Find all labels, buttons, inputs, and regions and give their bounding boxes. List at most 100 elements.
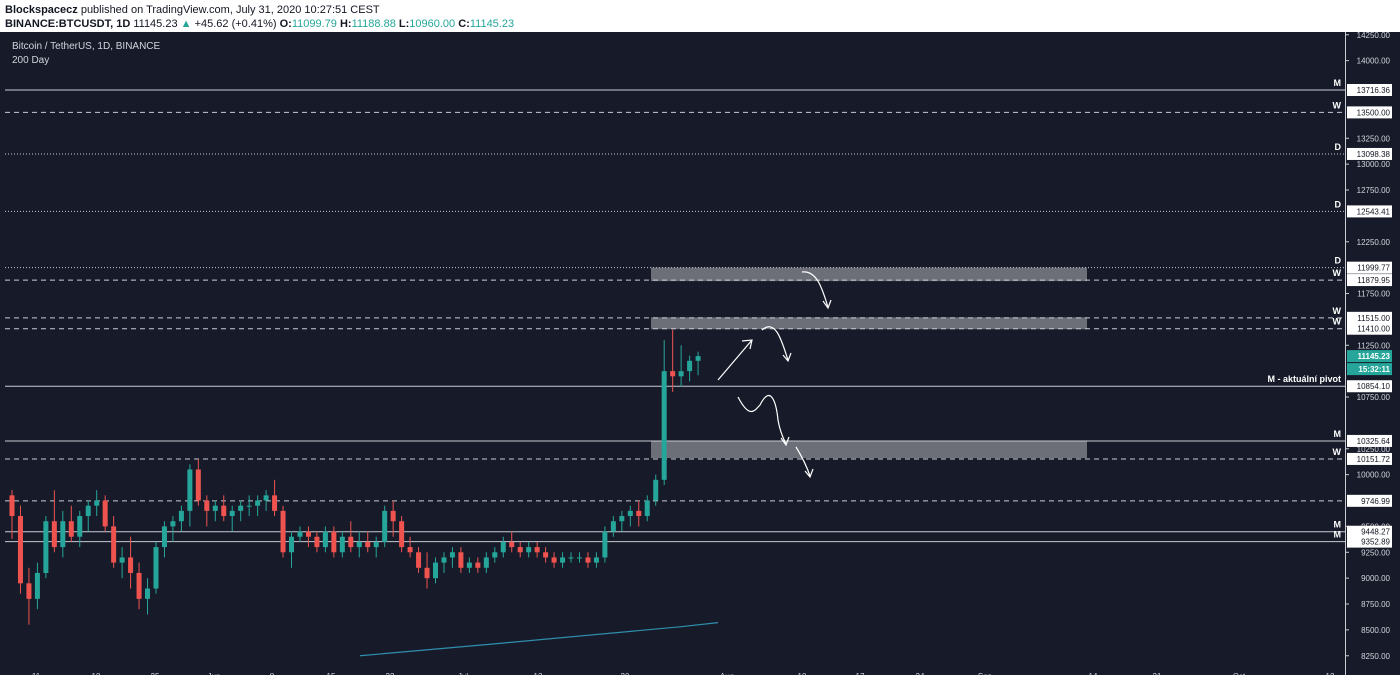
level-type-label: W — [1333, 100, 1342, 110]
candle-body — [145, 588, 151, 599]
candle-body — [653, 479, 659, 501]
zone-rectangle[interactable] — [651, 440, 1087, 459]
level-price-tag — [1347, 380, 1392, 393]
candle-body — [568, 557, 574, 559]
x-tick-label: 24 — [916, 672, 925, 675]
x-tick-label: Jun — [208, 672, 221, 675]
candle-body — [602, 531, 608, 558]
candle-body — [94, 500, 100, 506]
y-tick-label: 14250.00 — [1357, 31, 1391, 40]
y-tick-label: 8250.00 — [1361, 652, 1390, 661]
candle-body — [85, 505, 91, 517]
level-price-tag — [1347, 274, 1392, 287]
candle-body — [441, 557, 447, 563]
indicator-legend[interactable]: 200 Day — [12, 55, 50, 66]
countdown-label: 15:32:11 — [1358, 365, 1390, 374]
y-tick-label: 13250.00 — [1357, 134, 1391, 143]
candle-body — [551, 557, 557, 563]
candle-body — [17, 516, 23, 584]
arrowhead-icon — [822, 299, 832, 310]
x-tick-label: 21 — [1153, 672, 1162, 675]
candle-body — [238, 505, 244, 511]
level-price-label: 13098.38 — [1357, 150, 1391, 159]
zone-rectangle[interactable] — [651, 317, 1087, 330]
candle-body — [365, 541, 371, 548]
level-price-tag — [1347, 434, 1392, 447]
x-tick-label: 11 — [32, 672, 41, 675]
drawn-arrows — [717, 271, 832, 479]
x-tick-label: Oct — [1233, 672, 1246, 675]
y-tick-label: 10000.00 — [1357, 471, 1391, 480]
candle-body — [475, 562, 481, 568]
candle-body — [492, 552, 498, 558]
level-price-tag — [1347, 494, 1392, 507]
candle-body — [9, 495, 15, 517]
candle-body — [195, 469, 201, 501]
publish-info: Blockspacecz published on TradingView.co… — [5, 4, 380, 16]
high-label: H: — [336, 18, 352, 30]
candle-body — [585, 557, 591, 563]
up-arrow-icon: ▲ — [180, 18, 192, 30]
symbol-legend: Bitcoin / TetherUS, 1D, BINANCE — [12, 41, 161, 52]
y-tick-label: 12750.00 — [1357, 186, 1391, 195]
last-price-label: 11145.23 — [1358, 352, 1391, 361]
low-label: L: — [395, 18, 410, 30]
x-tick-label: 25 — [151, 672, 160, 675]
author-name[interactable]: Blockspacecz — [5, 4, 78, 16]
arrowhead-icon — [780, 436, 790, 447]
candle-body — [416, 552, 422, 568]
candle-body — [373, 541, 379, 548]
level-price-label: 10325.64 — [1357, 437, 1391, 446]
arrowhead-icon — [804, 468, 814, 479]
candle-body — [695, 356, 701, 361]
candle-body — [246, 505, 252, 507]
candle-body — [102, 500, 108, 527]
candle-body — [593, 557, 599, 563]
y-tick-label: 14000.00 — [1357, 57, 1391, 66]
close-label: C: — [455, 18, 470, 30]
level-price-tag — [1347, 525, 1392, 538]
candle-body — [119, 557, 125, 563]
level-price-tag — [1347, 147, 1392, 160]
y-tick-label: 10750.00 — [1357, 393, 1391, 402]
candle-body — [34, 572, 40, 599]
candle-body — [356, 541, 362, 548]
candle-body — [170, 521, 176, 527]
candle-body — [314, 536, 320, 548]
level-type-label: W — [1333, 447, 1342, 457]
candle-body — [111, 526, 117, 563]
zone-rectangle[interactable] — [651, 267, 1087, 282]
last-price: 11145.23 — [130, 18, 181, 30]
level-price-label: 13500.00 — [1357, 108, 1391, 117]
candle-body — [280, 510, 286, 553]
level-price-label: 9448.27 — [1361, 528, 1390, 537]
candle-body — [229, 510, 235, 517]
candle-body — [560, 557, 566, 563]
moving-average-line — [359, 622, 719, 657]
candle-body — [407, 547, 413, 553]
candle-body — [424, 567, 430, 579]
candle-body — [263, 495, 269, 501]
last-price-tag — [1347, 350, 1392, 363]
candle-body — [305, 531, 311, 537]
candle-body — [449, 552, 455, 558]
arrowhead-icon — [741, 339, 753, 350]
candle-body — [509, 541, 515, 548]
level-type-label: D — [1335, 199, 1342, 209]
x-tick-label: 22 — [386, 672, 395, 675]
level-price-label: 11515.00 — [1357, 314, 1390, 323]
candle-body — [26, 583, 32, 599]
candle-body — [534, 547, 540, 553]
candle-body — [390, 510, 396, 522]
candle-body — [136, 572, 142, 599]
level-price-tag — [1347, 106, 1392, 119]
candle-body — [466, 562, 472, 568]
level-price-tag — [1347, 311, 1392, 324]
level-price-label: 10151.72 — [1357, 455, 1391, 464]
level-price-label: 11879.95 — [1357, 276, 1390, 285]
x-tick-label: 17 — [856, 672, 865, 675]
level-price-label: 12543.41 — [1357, 207, 1391, 216]
candle-body — [610, 521, 616, 532]
x-tick-label: Jul — [458, 672, 468, 675]
